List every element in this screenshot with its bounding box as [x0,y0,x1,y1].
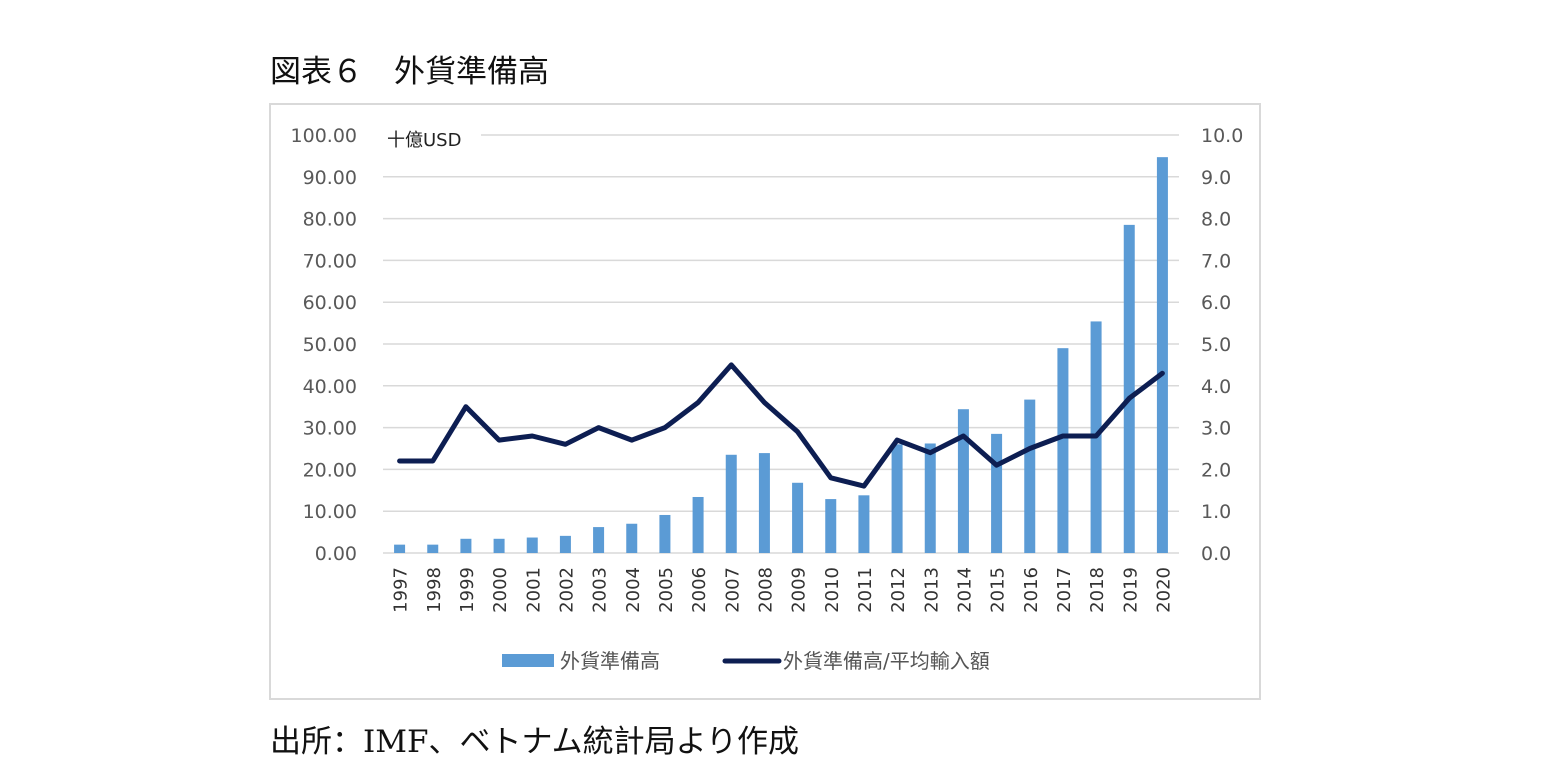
y-right-tick-label: 3.0 [1201,418,1231,440]
y-right-tick-label: 8.0 [1201,209,1231,231]
source-note: 出所：IMF、ベトナム統計局より作成 [270,724,799,760]
x-tick-label: 1997 [391,567,412,613]
y-right-tick-label: 9.0 [1201,167,1231,189]
bar [526,537,538,553]
bar [427,544,439,553]
bar [1024,399,1036,553]
x-tick-label: 2013 [921,567,942,613]
bar [891,444,903,553]
legend-line-label: 外貨準備高/平均輸入額 [783,649,990,673]
bar [924,443,936,553]
y-left-tick-label: 100.00 [291,125,357,147]
y-left-tick-label: 80.00 [303,209,357,231]
x-tick-label: 2016 [1021,567,1042,613]
legend-bar-swatch [502,654,554,667]
y-right-tick-label: 2.0 [1201,459,1231,481]
bar [725,454,737,553]
y-left-tick-label: 50.00 [303,334,357,356]
unit-label: 十億USD [387,130,461,151]
x-tick-label: 2017 [1054,567,1075,613]
chart-svg: 0.00 10.00 20.00 30.00 40.00 50.00 60.00 70.00 8… [291,125,1244,673]
right-axis-ticks: 0.0 1.0 2.0 3.0 4.0 5.0 6.0 7.0 8.0 9.0 10.0 [1201,125,1243,565]
y-right-tick-label: 5.0 [1201,334,1231,356]
grid-lines [383,134,1179,554]
x-tick-label: 2019 [1120,567,1141,613]
bar [758,453,770,553]
y-right-tick-label: 0.0 [1201,543,1231,565]
x-tick-label: 2007 [722,567,743,613]
x-tick-label: 2011 [855,567,876,613]
legend: 外貨準備高 外貨準備高/平均輸入額 [502,649,990,673]
bar [957,409,969,553]
bar [1156,157,1168,553]
x-tick-label: 2002 [556,567,577,613]
x-tick-label: 2020 [1153,567,1174,613]
bar [460,538,472,553]
bar [493,538,505,553]
bar [858,495,870,553]
x-tick-label: 1998 [424,567,445,613]
bar [991,433,1003,553]
x-tick-label: 2000 [490,567,511,613]
y-right-tick-label: 7.0 [1201,250,1231,272]
bar [394,544,406,553]
y-left-tick-label: 20.00 [303,459,357,481]
x-tick-label: 2015 [988,567,1009,613]
x-axis-ticks: 1997 1998 1999 2000 2001 2002 2003 2004 2005 2006… [391,567,1175,613]
y-left-tick-label: 40.00 [303,376,357,398]
line-series [397,362,1165,489]
y-right-tick-label: 10.0 [1201,125,1243,147]
x-tick-label: 2006 [689,567,710,613]
x-tick-label: 2003 [590,567,611,613]
x-tick-label: 2008 [755,567,776,613]
x-tick-label: 2004 [623,567,644,613]
y-left-tick-label: 0.00 [315,543,357,565]
x-tick-label: 2012 [888,567,909,613]
x-tick-label: 2009 [789,567,810,613]
unit-label-group: 十億USD [387,130,461,151]
chart-frame: 0.00 10.00 20.00 30.00 40.00 50.00 60.00 70.00 8… [269,103,1261,700]
x-tick-label: 2018 [1087,567,1108,613]
x-tick-label: 2014 [954,567,975,613]
bar-series [394,157,1168,553]
x-tick-label: 2010 [822,567,843,613]
x-tick-label: 2005 [656,567,677,613]
bar [825,499,837,553]
bar [626,523,638,553]
y-right-tick-label: 6.0 [1201,292,1231,314]
y-left-tick-label: 60.00 [303,292,357,314]
line-series-path [397,362,1165,489]
y-left-tick-label: 70.00 [303,250,357,272]
bar [1057,348,1069,553]
x-tick-label: 2001 [523,567,544,613]
left-axis-ticks: 0.00 10.00 20.00 30.00 40.00 50.00 60.00 70.00 8… [291,125,357,565]
bar [659,514,671,553]
bar [559,535,571,553]
bar [792,482,804,553]
bar [1123,224,1135,553]
bar [593,527,605,553]
figure-title: 図表６ 外貨準備高 [270,54,549,90]
y-left-tick-label: 90.00 [303,167,357,189]
y-left-tick-label: 10.00 [303,501,357,523]
y-right-tick-label: 4.0 [1201,376,1231,398]
y-right-tick-label: 1.0 [1201,501,1231,523]
x-tick-label: 1999 [457,567,478,613]
bar [692,496,704,553]
y-left-tick-label: 30.00 [303,418,357,440]
legend-bar-label: 外貨準備高 [560,649,660,673]
